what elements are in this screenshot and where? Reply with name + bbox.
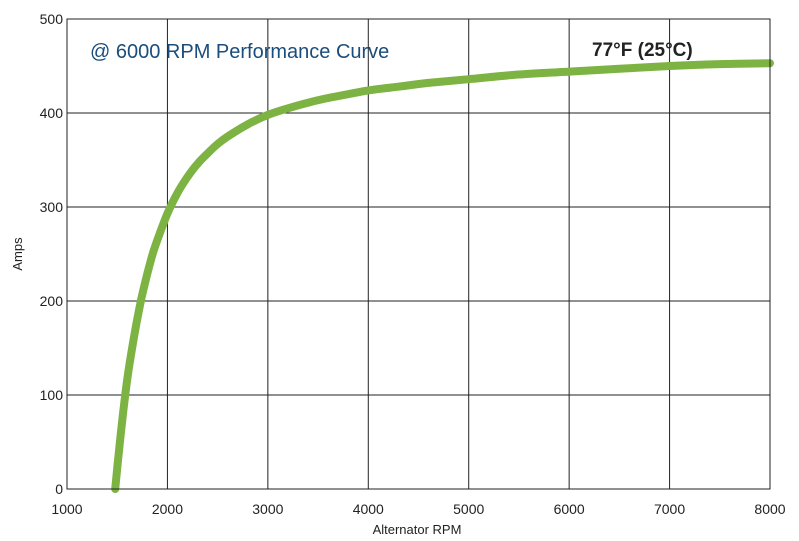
- x-tick-label: 3000: [252, 501, 283, 517]
- x-tick-label: 4000: [353, 501, 384, 517]
- x-tick-label: 7000: [654, 501, 685, 517]
- chart-title: @ 6000 RPM Performance Curve: [90, 41, 389, 63]
- y-tick-label: 300: [40, 199, 64, 215]
- x-tick-label: 2000: [152, 501, 183, 517]
- x-tick-label: 1000: [51, 501, 82, 517]
- grid-lines: [67, 19, 770, 489]
- y-axis-title: Amps: [10, 237, 25, 271]
- y-axis-ticks: 0 100 200 300 400 500: [40, 11, 64, 497]
- plot-frame: [66, 18, 771, 490]
- x-tick-label: 5000: [453, 501, 484, 517]
- series-line-0: [111, 59, 774, 493]
- y-tick-label: 500: [40, 11, 64, 27]
- x-tick-label: 8000: [754, 501, 785, 517]
- x-tick-label: 6000: [554, 501, 585, 517]
- y-tick-label: 100: [40, 387, 64, 403]
- temperature-annotation: 77°F (25°C): [592, 40, 693, 61]
- y-tick-label: 0: [55, 481, 63, 497]
- y-tick-label: 200: [40, 293, 64, 309]
- x-axis-ticks: 1000 2000 3000 4000 5000 6000 7000 8000: [51, 501, 785, 517]
- series-layer: [111, 59, 774, 493]
- y-tick-label: 400: [40, 105, 64, 121]
- x-axis-title: Alternator RPM: [373, 522, 462, 537]
- plot-border: [66, 18, 771, 490]
